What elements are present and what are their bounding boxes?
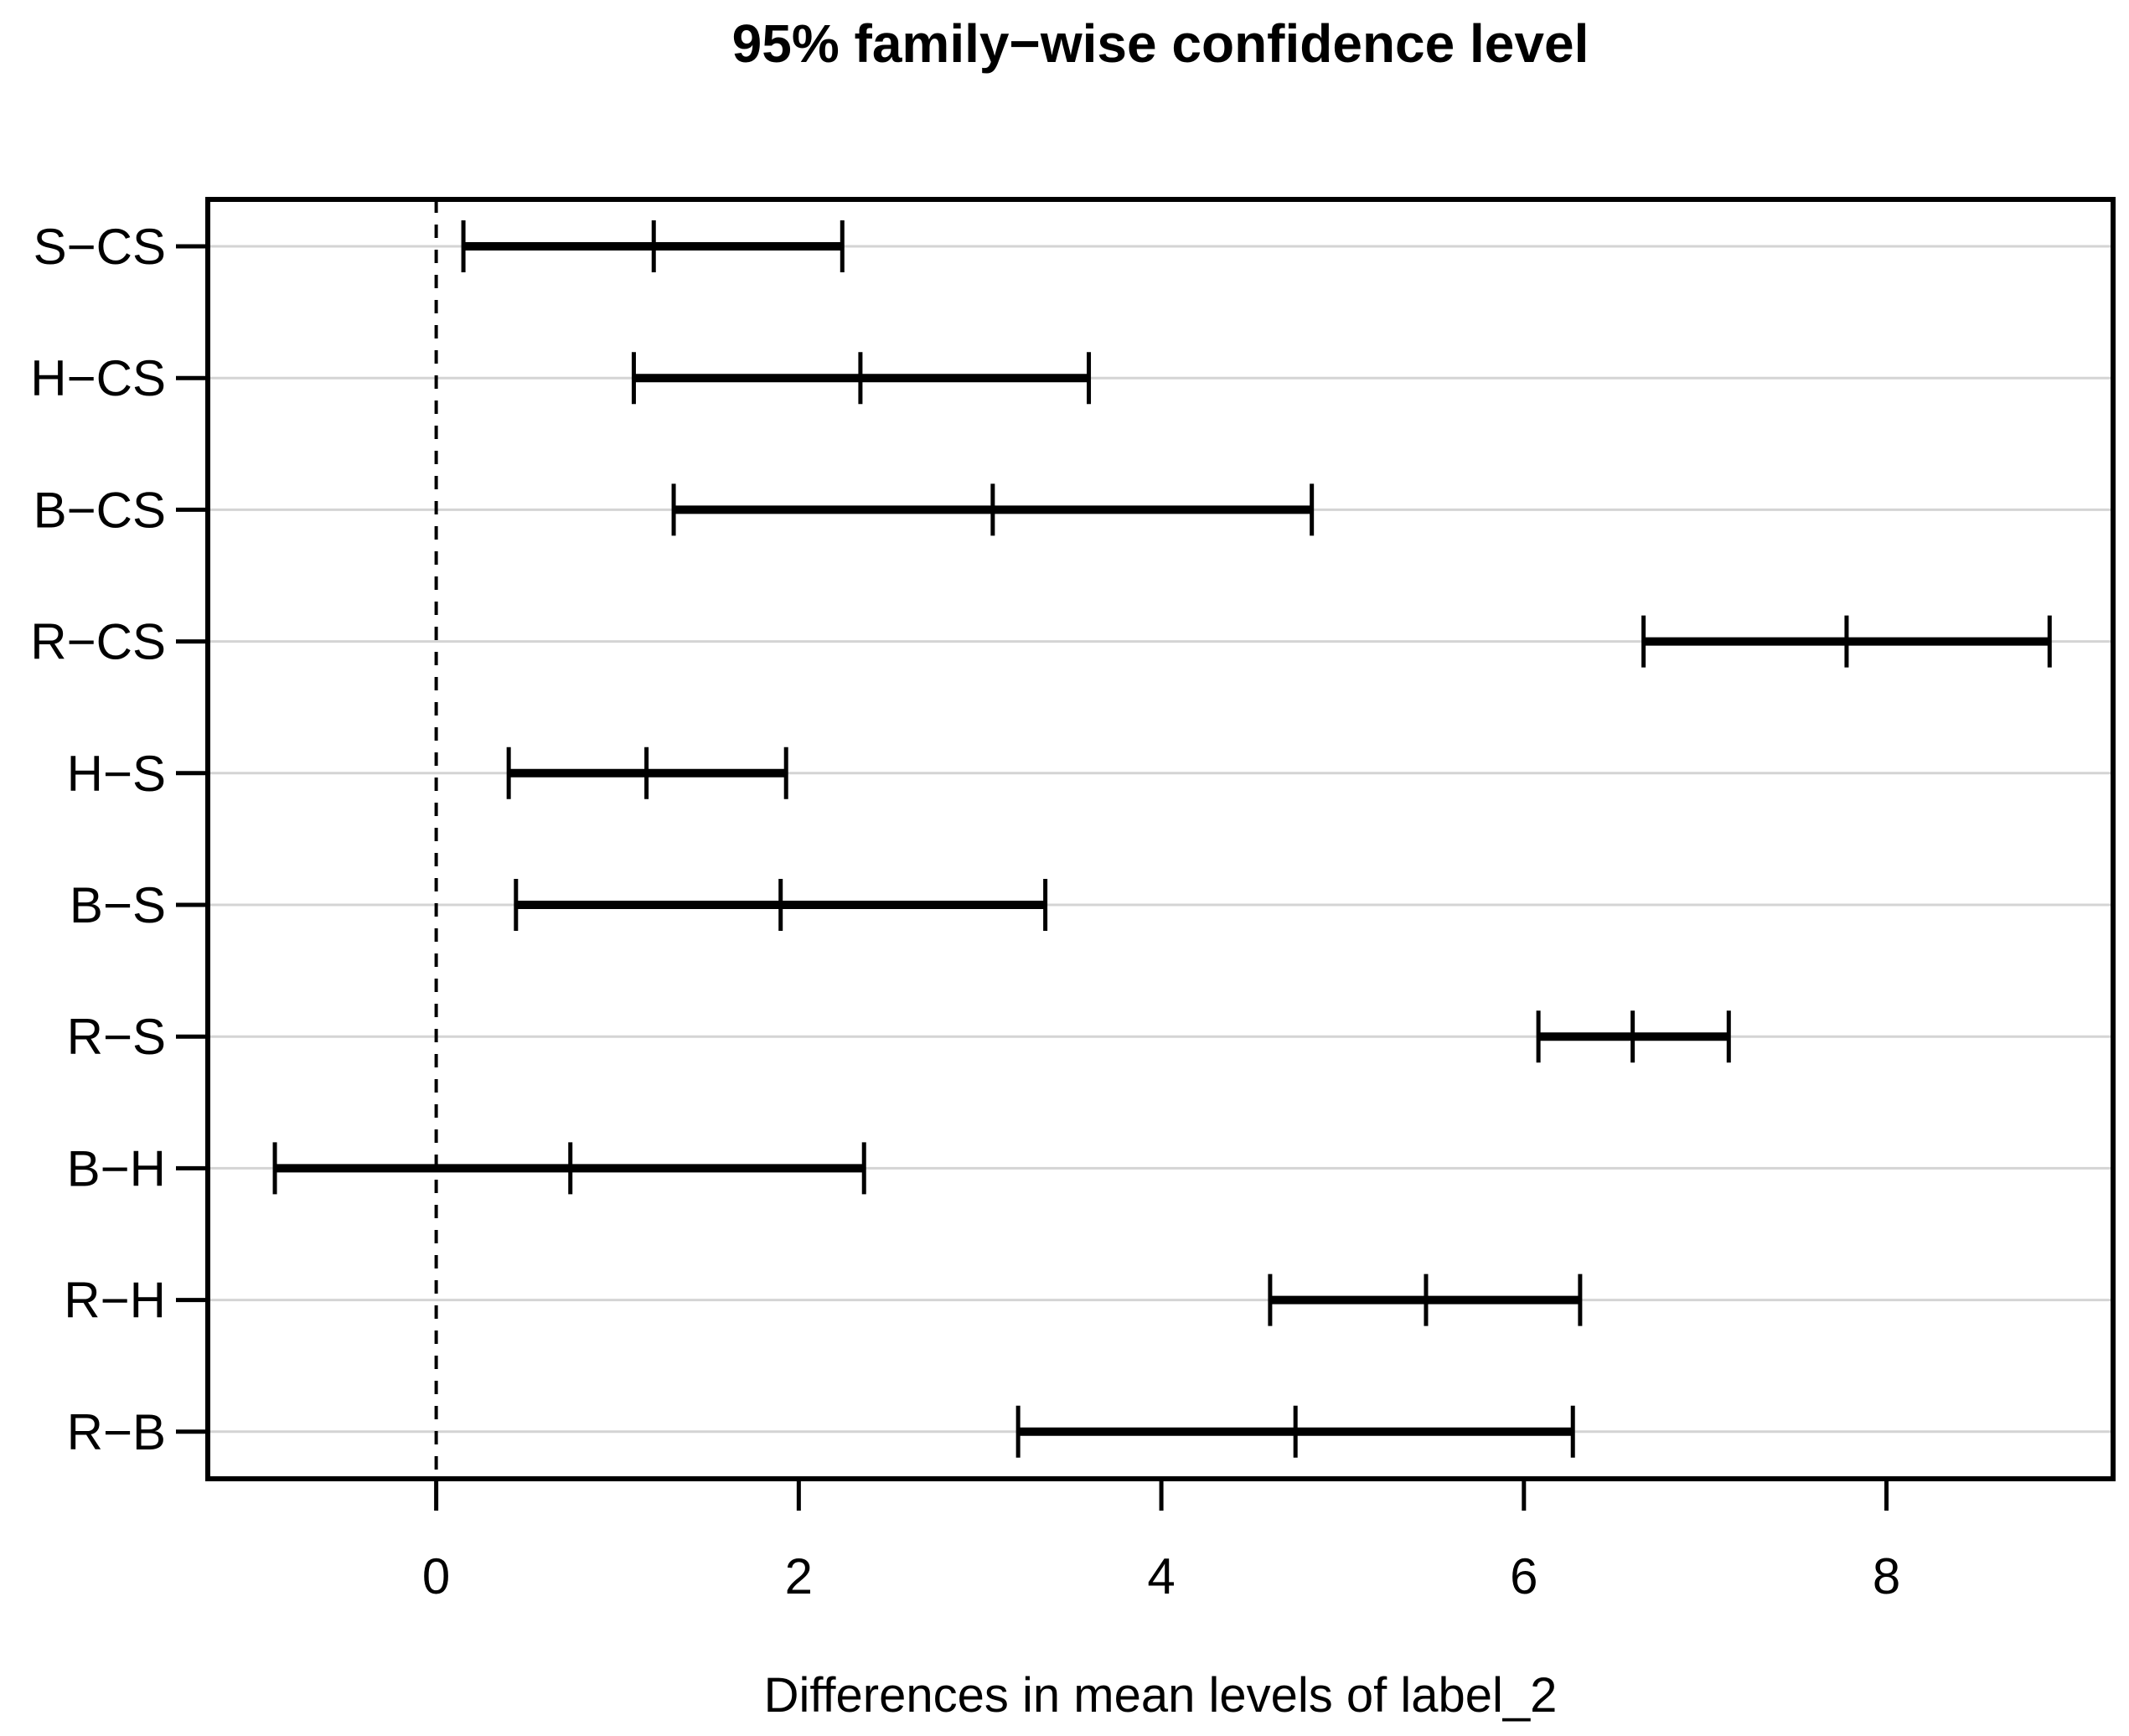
y-tick-label: B−H	[67, 1140, 166, 1196]
y-tick-label: R−CS	[30, 614, 166, 670]
y-tick-label: H−S	[67, 746, 166, 802]
axis-layer: S−CS H−CS B−CS R−CS H−S B−S R−S B−H R−H R−B 0 2 4 6 8	[30, 219, 1900, 1604]
y-tick-label: B−CS	[34, 482, 166, 538]
x-axis-label: Differences in mean levels of label_2	[764, 1668, 1558, 1723]
plot-box-border	[205, 197, 2116, 1481]
y-tick-label: S−CS	[34, 219, 166, 275]
x-tick-label: 2	[785, 1548, 813, 1604]
y-tick-label: R−S	[67, 1009, 166, 1065]
y-tick-label: R−H	[64, 1273, 166, 1329]
grid-layer	[208, 199, 2113, 1479]
x-tick-label: 4	[1147, 1548, 1175, 1604]
x-tick-label: 6	[1510, 1548, 1537, 1604]
y-tick-label: B−S	[70, 877, 166, 933]
chart-title: 95% family−wise confidence level	[732, 13, 1589, 74]
y-tick-label: H−CS	[30, 350, 166, 406]
x-tick-label: 0	[422, 1548, 450, 1604]
y-tick-label: R−B	[67, 1404, 166, 1460]
interval-series-layer	[272, 220, 2052, 1458]
x-tick-label: 8	[1873, 1548, 1900, 1604]
